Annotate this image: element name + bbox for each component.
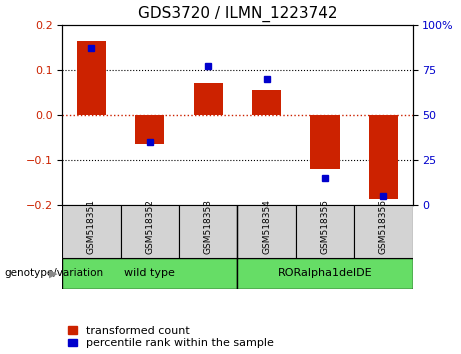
Bar xyxy=(62,258,237,289)
Text: ▶: ▶ xyxy=(49,268,58,279)
Text: genotype/variation: genotype/variation xyxy=(5,268,104,279)
Legend: transformed count, percentile rank within the sample: transformed count, percentile rank withi… xyxy=(68,326,273,348)
Bar xyxy=(121,205,179,258)
Bar xyxy=(237,205,296,258)
Bar xyxy=(77,41,106,115)
Bar xyxy=(369,115,398,199)
Text: GSM518356: GSM518356 xyxy=(379,199,388,254)
Bar xyxy=(237,258,413,289)
Bar xyxy=(310,115,340,169)
Bar xyxy=(135,115,165,144)
Text: wild type: wild type xyxy=(124,268,175,279)
Text: GSM518352: GSM518352 xyxy=(145,199,154,254)
Bar xyxy=(179,205,237,258)
Bar xyxy=(296,205,354,258)
Text: GSM518354: GSM518354 xyxy=(262,199,271,254)
Bar xyxy=(252,90,281,115)
Text: RORalpha1delDE: RORalpha1delDE xyxy=(278,268,372,279)
Bar xyxy=(62,205,121,258)
Bar xyxy=(354,205,413,258)
Text: GSM518351: GSM518351 xyxy=(87,199,96,254)
Text: GSM518355: GSM518355 xyxy=(320,199,330,254)
Text: GSM518353: GSM518353 xyxy=(204,199,213,254)
Title: GDS3720 / ILMN_1223742: GDS3720 / ILMN_1223742 xyxy=(138,6,337,22)
Bar xyxy=(194,84,223,115)
